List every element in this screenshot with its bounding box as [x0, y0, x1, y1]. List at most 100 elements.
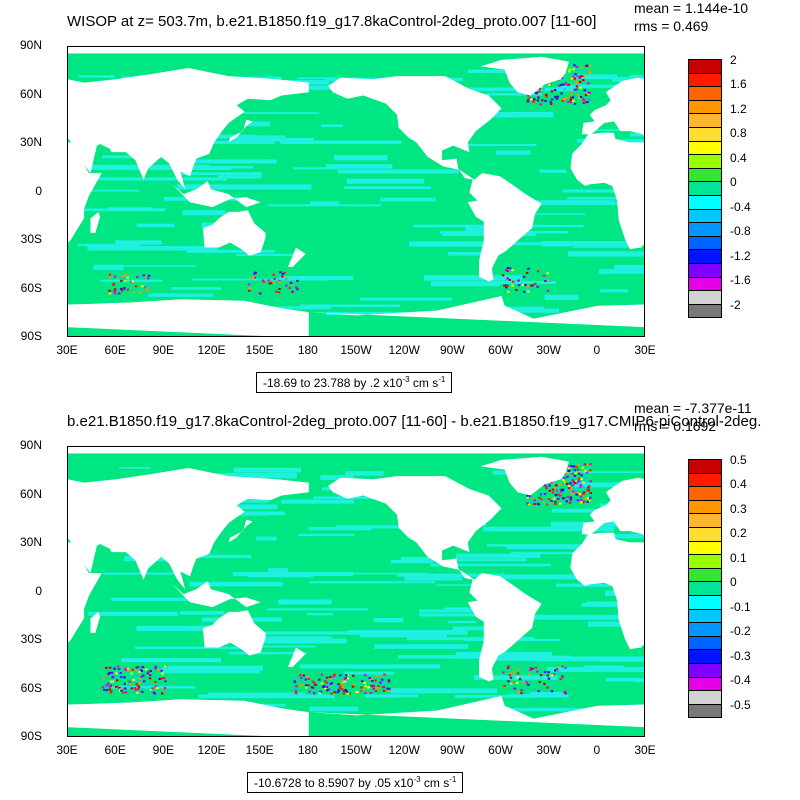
top-anomaly-speck	[525, 271, 529, 274]
bottom-anomaly-speck	[579, 484, 583, 487]
top-anomaly-speck	[258, 292, 262, 295]
top-anomaly-speck	[563, 88, 567, 91]
top-anomaly-speck	[577, 69, 580, 72]
bottom-anomaly-speck	[295, 685, 298, 688]
top-land-greenland	[480, 56, 569, 96]
top-anomaly-speck	[578, 81, 582, 83]
bottom-anomaly-speck	[558, 483, 561, 486]
top-ocean-band	[562, 189, 641, 193]
bottom-anomaly-speck	[322, 685, 326, 688]
top-anomaly-speck	[583, 101, 587, 104]
bottom-anomaly-speck	[528, 503, 531, 506]
bottom-anomaly-speck	[338, 686, 342, 689]
top-anomaly-speck	[296, 288, 299, 291]
bottom-anomaly-speck	[588, 498, 591, 501]
bottom-anomaly-speck	[569, 496, 573, 499]
bottom-anomaly-speck	[333, 673, 336, 676]
top-anomaly-speck	[575, 81, 579, 84]
bottom-colorbar-label: -0.5	[730, 697, 751, 712]
bottom-anomaly-speck	[520, 692, 523, 695]
bottom-anomaly-speck	[569, 501, 572, 504]
bottom-anomaly-speck	[327, 688, 331, 691]
bottom-anomaly-speck	[345, 674, 348, 677]
bottom-anomaly-speck	[332, 675, 336, 678]
bottom-ocean-band	[255, 536, 277, 541]
bottom-anomaly-speck	[545, 486, 548, 489]
bottom-colorbar-box	[688, 499, 722, 515]
bottom-anomaly-speck	[586, 463, 589, 466]
bottom-anomaly-speck	[582, 475, 586, 478]
bottom-anomaly-speck	[543, 493, 547, 495]
top-ocean-band	[236, 253, 297, 257]
top-anomaly-speck	[550, 102, 553, 105]
bottom-colorbar-label: -0.2	[730, 624, 751, 639]
top-anomaly-speck	[142, 274, 146, 277]
top-anomaly-speck	[131, 280, 134, 283]
bottom-anomaly-speck	[567, 487, 571, 490]
bottom-anomaly-speck	[387, 680, 391, 683]
bottom-anomaly-speck	[130, 672, 133, 675]
top-anomaly-speck	[580, 66, 583, 69]
bottom-anomaly-speck	[108, 685, 111, 688]
bottom-anomaly-speck	[589, 496, 592, 499]
top-anomaly-speck	[568, 68, 572, 71]
bottom-anomaly-speck	[326, 689, 329, 692]
bottom-anomaly-speck	[360, 678, 363, 681]
bottom-ocean-band	[208, 692, 306, 695]
top-anomaly-speck	[588, 64, 592, 66]
bottom-anomaly-speck	[101, 686, 105, 689]
bottom-anomaly-speck	[554, 503, 557, 506]
bottom-anomaly-speck	[586, 489, 589, 492]
bottom-anomaly-speck	[524, 687, 527, 690]
top-anomaly-speck	[529, 277, 532, 280]
bottom-ocean-band	[398, 655, 481, 659]
top-ocean-band	[484, 200, 615, 206]
top-ocean-band	[310, 201, 340, 206]
bottom-anomaly-speck	[574, 482, 577, 485]
bottom-anomaly-speck	[566, 495, 569, 498]
bottom-anomaly-speck	[332, 688, 335, 691]
top-colorbar-label: 1.2	[730, 101, 747, 116]
bottom-anomaly-speck	[135, 666, 139, 669]
bottom-anomaly-speck	[114, 686, 118, 688]
top-anomaly-speck	[112, 282, 115, 285]
top-ocean-band	[629, 74, 644, 80]
bottom-ocean-band	[430, 563, 551, 567]
bottom-anomaly-speck	[319, 690, 322, 693]
bottom-anomaly-speck	[559, 496, 562, 499]
bottom-colorbar-box	[688, 472, 722, 488]
top-anomaly-speck	[108, 276, 111, 279]
top-ocean-band	[91, 167, 231, 170]
top-anomaly-speck	[274, 286, 277, 289]
top-anomaly-speck	[583, 89, 587, 92]
bottom-anomaly-speck	[357, 691, 360, 694]
top-land-americas	[328, 76, 542, 282]
top-anomaly-speck	[119, 287, 123, 290]
bottom-anomaly-speck	[105, 684, 108, 687]
top-land-nz	[288, 247, 306, 267]
bottom-anomaly-speck	[561, 488, 565, 491]
bottom-anomaly-speck	[543, 671, 547, 673]
top-lat-label: 60S	[20, 280, 42, 295]
bottom-anomaly-speck	[307, 684, 310, 687]
top-ocean-band	[321, 124, 343, 128]
bottom-anomaly-speck	[113, 667, 116, 670]
bottom-anomaly-speck	[563, 690, 567, 693]
bottom-lon-label: 120W	[388, 743, 420, 757]
top-anomaly-speck	[581, 70, 584, 73]
top-anomaly-speck	[132, 291, 136, 294]
bottom-anomaly-speck	[140, 670, 143, 672]
bottom-anomaly-speck	[565, 500, 568, 503]
bottom-ocean-band	[87, 611, 178, 616]
bottom-anomaly-speck	[344, 677, 347, 679]
bottom-lat-label: 90N	[19, 438, 42, 452]
bottom-anomaly-speck	[301, 673, 305, 676]
top-ocean-band	[123, 265, 197, 267]
top-anomaly-speck	[529, 98, 533, 101]
top-anomaly-speck	[542, 274, 546, 277]
top-anomaly-speck	[588, 71, 592, 74]
top-anomaly-speck	[566, 100, 570, 103]
bottom-ocean-band	[581, 602, 618, 607]
top-anomaly-speck	[134, 285, 138, 288]
bottom-ocean-band	[478, 707, 599, 712]
